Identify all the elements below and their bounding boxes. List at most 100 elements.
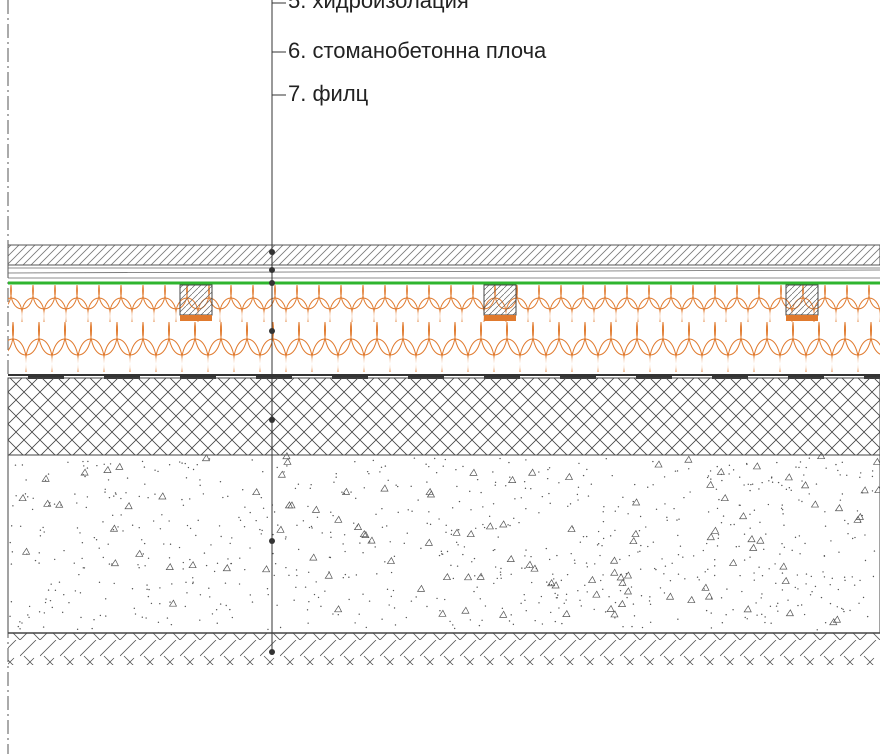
speck <box>851 537 854 540</box>
speck <box>514 498 516 500</box>
speck <box>874 486 880 494</box>
speck <box>138 527 140 529</box>
speck <box>478 624 481 627</box>
speck <box>85 506 87 509</box>
speck <box>425 487 434 495</box>
speck <box>781 504 783 506</box>
speck <box>759 521 761 524</box>
speck <box>664 565 667 567</box>
speck <box>800 604 803 606</box>
speck <box>530 555 532 558</box>
speck <box>841 607 843 610</box>
speck <box>585 562 588 564</box>
speck <box>743 605 752 613</box>
speck <box>394 624 397 626</box>
speck <box>365 626 367 629</box>
speck <box>843 610 845 613</box>
speck <box>356 525 359 527</box>
speck <box>666 516 668 519</box>
speck <box>842 608 844 611</box>
speck <box>255 519 257 522</box>
speck <box>609 556 619 564</box>
speck <box>713 574 716 577</box>
speck <box>864 534 866 536</box>
speck <box>756 536 765 544</box>
speck <box>170 623 173 626</box>
speck <box>767 503 770 506</box>
speck <box>329 556 332 559</box>
speck <box>390 595 392 598</box>
speck <box>216 562 219 565</box>
speck <box>311 505 321 513</box>
speck <box>388 604 390 606</box>
speck <box>283 457 292 465</box>
speck <box>525 609 527 612</box>
speck <box>334 515 343 523</box>
speck <box>616 573 625 581</box>
speck <box>639 550 641 553</box>
speck <box>435 471 438 474</box>
speck <box>343 534 346 536</box>
speck <box>627 513 629 515</box>
speck <box>359 542 361 544</box>
speck <box>829 618 838 626</box>
speck <box>163 543 165 545</box>
speck <box>381 618 383 620</box>
speck <box>189 498 191 500</box>
speck <box>24 493 27 495</box>
speck <box>779 553 781 555</box>
speck <box>452 528 461 536</box>
speck <box>716 545 719 547</box>
speck <box>482 506 484 508</box>
speck <box>182 561 185 564</box>
speck <box>266 516 268 518</box>
speck <box>618 578 627 586</box>
speck <box>47 589 50 591</box>
speck <box>780 507 783 510</box>
speck <box>770 622 772 624</box>
speck <box>282 452 291 460</box>
speck <box>761 613 763 616</box>
speck <box>735 546 738 548</box>
speck <box>145 617 147 619</box>
speck <box>540 595 543 598</box>
label: 5. хидроизолация <box>288 0 469 13</box>
speck <box>306 609 309 611</box>
speck <box>189 527 192 530</box>
speck <box>666 519 668 522</box>
speck <box>565 599 567 601</box>
speck <box>277 470 286 478</box>
speck <box>676 519 678 521</box>
speck <box>761 481 763 484</box>
speck <box>705 609 708 612</box>
speck <box>531 581 533 584</box>
speck <box>769 605 772 608</box>
speck <box>562 609 571 617</box>
speck <box>497 536 499 538</box>
speck <box>488 515 491 518</box>
speck <box>9 541 11 544</box>
speck <box>677 534 679 537</box>
speck <box>696 576 699 578</box>
speck <box>665 592 675 600</box>
speck <box>805 466 807 469</box>
speck <box>44 479 47 481</box>
speck <box>147 497 149 499</box>
speck <box>481 619 483 621</box>
speck <box>692 555 695 557</box>
speck <box>659 587 662 589</box>
speck <box>285 566 287 569</box>
speck <box>474 575 476 577</box>
speck <box>714 559 716 561</box>
speck <box>43 499 52 507</box>
speck <box>707 475 710 477</box>
speck <box>362 552 364 554</box>
speck <box>82 567 85 569</box>
speck <box>741 590 743 593</box>
speck <box>104 598 107 600</box>
speck <box>626 596 628 599</box>
speck <box>436 597 438 600</box>
speck <box>19 628 21 630</box>
speck <box>783 546 786 548</box>
speck <box>639 515 642 518</box>
